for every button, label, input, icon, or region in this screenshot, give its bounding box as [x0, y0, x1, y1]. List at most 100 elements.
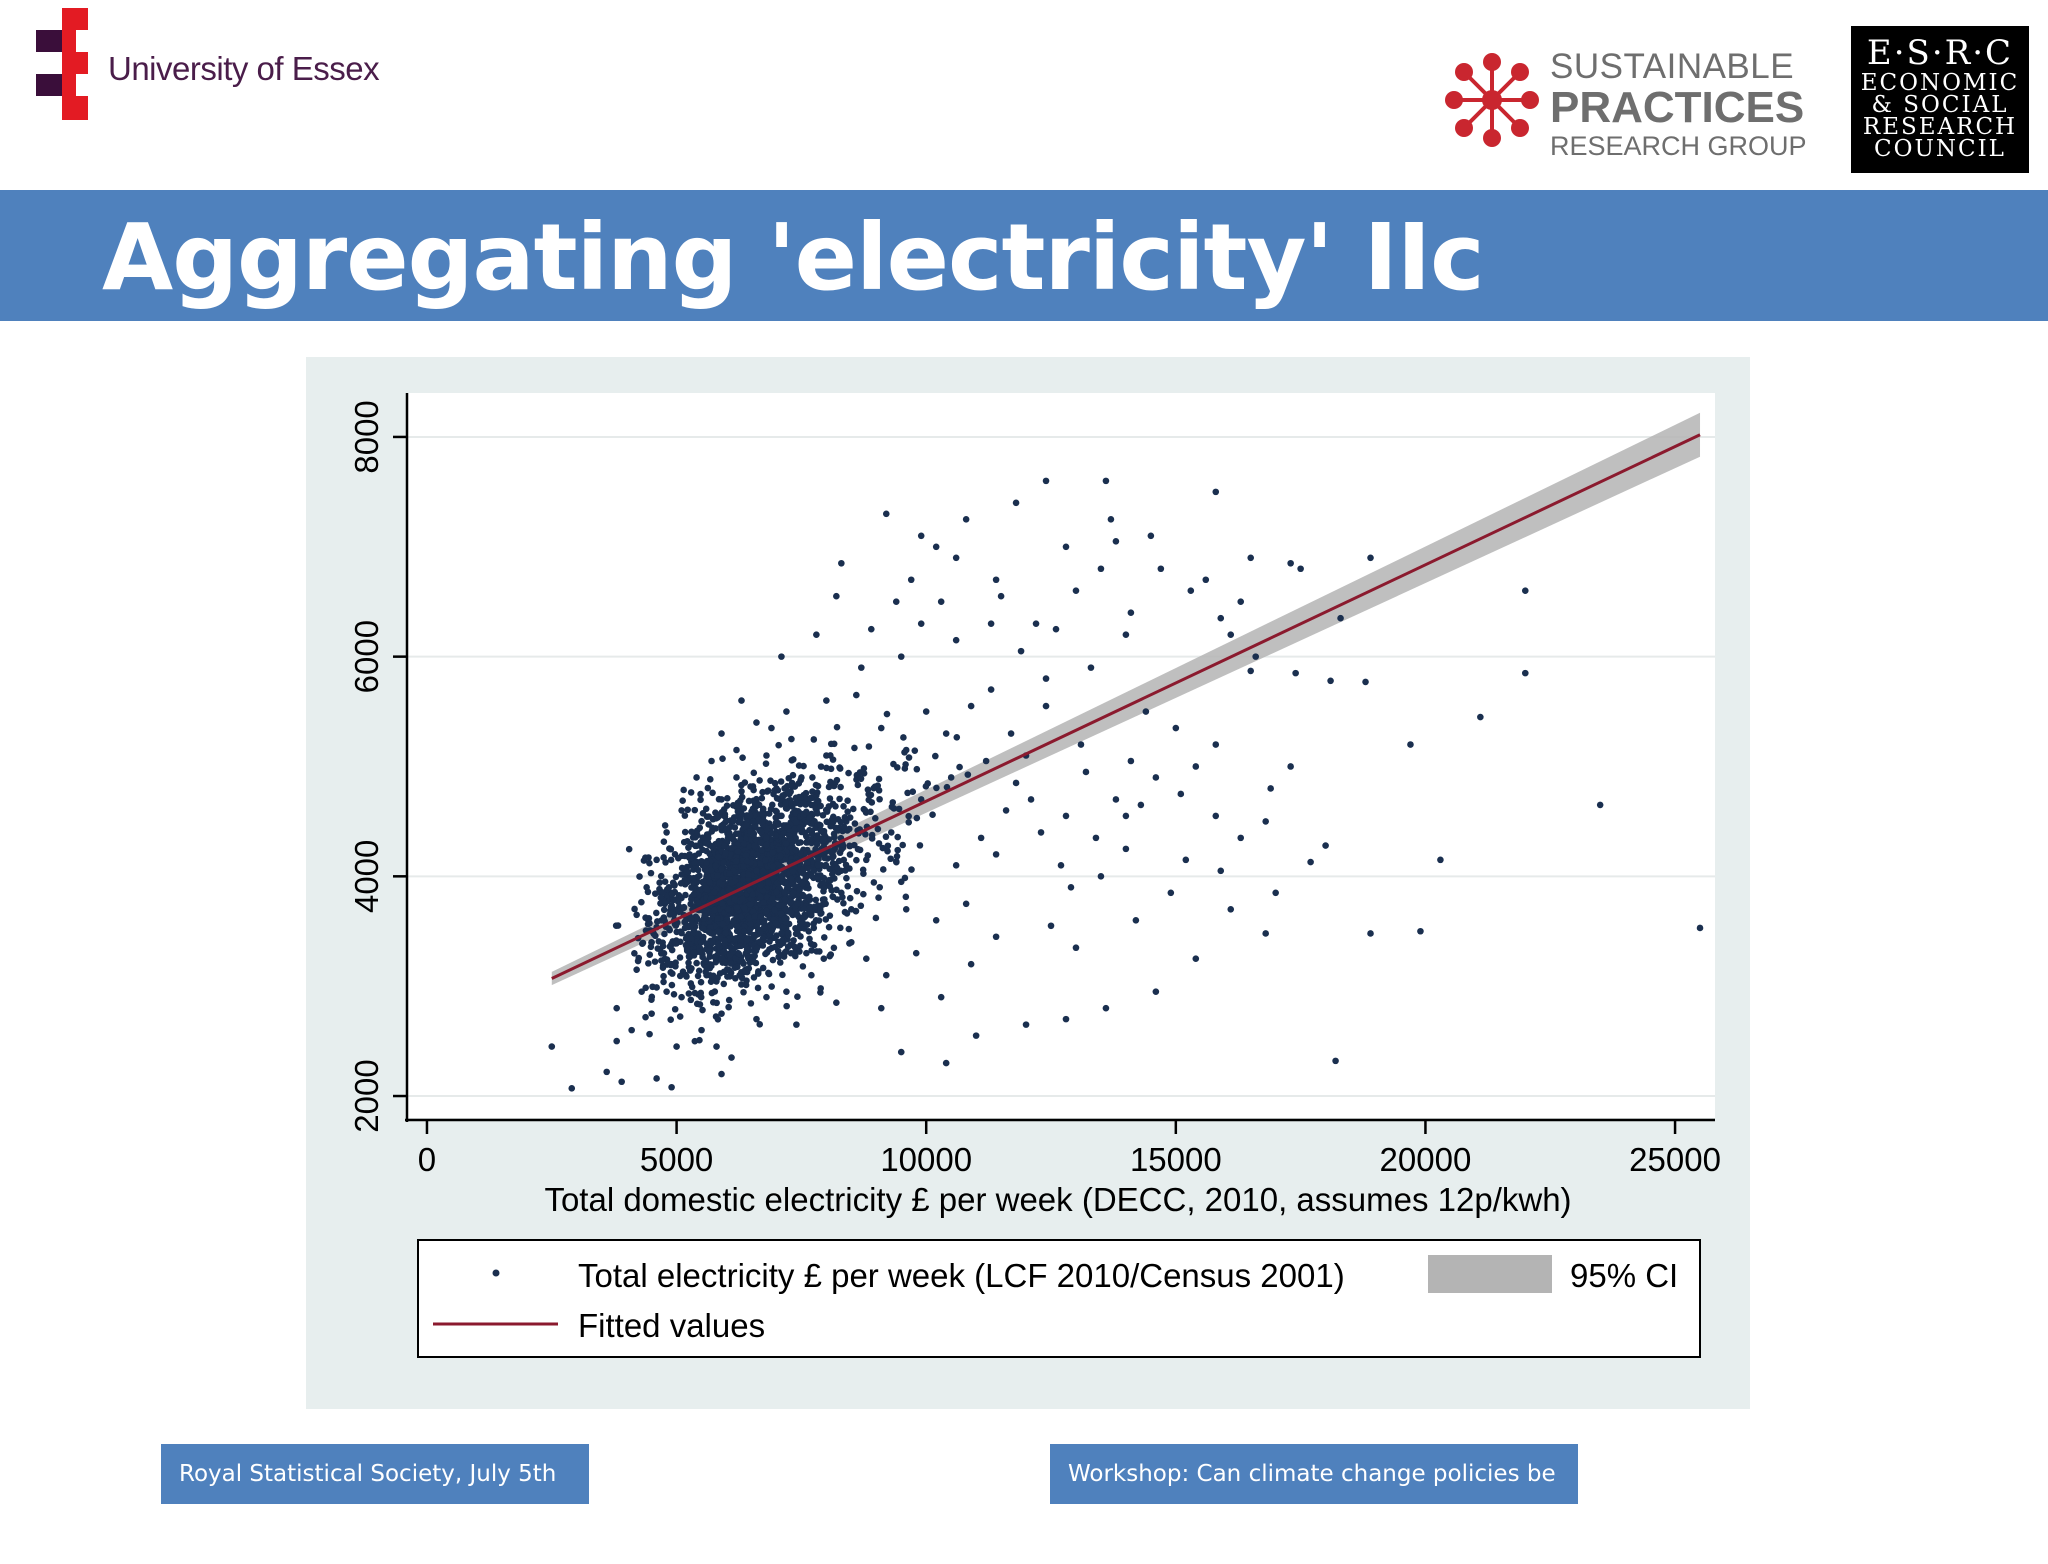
data-point — [778, 937, 786, 945]
data-point — [778, 929, 785, 937]
data-point — [834, 827, 842, 834]
data-point — [796, 886, 803, 893]
data-point — [777, 852, 784, 860]
data-point — [751, 913, 758, 920]
data-point — [653, 909, 660, 917]
data-point — [683, 973, 690, 980]
data-point — [820, 934, 828, 941]
data-point — [770, 874, 777, 881]
data-point — [1122, 845, 1130, 853]
data-point — [894, 833, 902, 841]
data-point — [1247, 554, 1255, 562]
data-point — [695, 930, 702, 937]
data-point — [803, 839, 810, 846]
data-point — [922, 783, 930, 790]
data-point — [732, 857, 740, 865]
data-point — [876, 795, 883, 803]
data-point — [904, 789, 911, 797]
data-point — [678, 807, 685, 814]
data-point — [676, 1013, 684, 1020]
data-point — [952, 554, 960, 562]
data-point — [943, 783, 951, 791]
data-point — [644, 888, 652, 896]
data-point — [660, 978, 667, 986]
data-point — [668, 1083, 675, 1091]
data-point — [815, 875, 823, 883]
data-point — [779, 971, 786, 979]
data-point — [681, 924, 689, 932]
data-point — [849, 805, 857, 813]
data-point — [795, 839, 802, 847]
data-point — [613, 1037, 620, 1045]
data-point — [751, 952, 759, 960]
data-point — [781, 915, 789, 922]
data-point — [762, 760, 770, 767]
data-point — [762, 856, 769, 864]
data-point — [842, 861, 850, 869]
data-point — [1596, 801, 1604, 809]
data-point — [733, 923, 741, 931]
data-point — [833, 886, 840, 894]
data-point — [716, 879, 723, 886]
data-point — [696, 824, 704, 832]
data-point — [1157, 565, 1165, 573]
data-point — [635, 954, 643, 962]
data-point — [804, 864, 812, 872]
data-point — [653, 984, 660, 991]
data-point — [805, 905, 813, 913]
data-point — [817, 910, 824, 917]
data-point — [813, 631, 820, 638]
data-point — [698, 1026, 705, 1034]
data-point — [1002, 807, 1010, 814]
data-point — [1267, 785, 1274, 792]
data-point — [676, 954, 684, 961]
data-point — [648, 1010, 655, 1017]
data-point — [759, 964, 767, 972]
data-point — [803, 808, 810, 816]
data-point — [800, 762, 807, 770]
scatter-chart: 0 5000 10000 15000 20000 25000 2000 4000 6000 80… — [348, 393, 1721, 1358]
data-point — [977, 834, 985, 842]
y-tick-label: 4000 — [348, 840, 385, 913]
data-point — [653, 1075, 660, 1082]
data-point — [682, 891, 689, 899]
data-point — [884, 842, 892, 850]
data-point — [739, 754, 746, 761]
data-point — [754, 970, 762, 977]
data-point — [830, 818, 837, 826]
data-point — [867, 808, 874, 816]
data-point — [992, 933, 1000, 941]
data-point — [726, 870, 733, 877]
data-point — [1087, 664, 1095, 671]
data-point — [826, 865, 833, 873]
data-point — [700, 925, 707, 932]
data-point — [860, 805, 868, 813]
data-point — [660, 854, 667, 861]
data-point — [683, 868, 690, 875]
data-point — [737, 836, 744, 843]
data-point — [652, 890, 659, 897]
data-point — [697, 790, 704, 798]
data-point — [1252, 653, 1260, 660]
data-point — [1202, 576, 1210, 584]
data-point — [769, 895, 776, 902]
data-point — [660, 838, 668, 846]
data-point — [714, 872, 721, 879]
data-point — [864, 852, 872, 859]
data-point — [1172, 724, 1180, 732]
data-point — [829, 893, 837, 900]
data-point — [754, 984, 762, 992]
data-point — [952, 862, 960, 869]
data-point — [800, 799, 807, 807]
data-point — [1237, 834, 1245, 842]
legend-label-ci: 95% CI — [1570, 1257, 1678, 1294]
data-point — [669, 879, 677, 887]
data-point — [1032, 620, 1040, 627]
data-point — [781, 896, 789, 903]
data-point — [1097, 873, 1105, 880]
data-point — [884, 847, 891, 855]
data-point — [796, 948, 803, 955]
data-point — [833, 864, 841, 872]
data-point — [783, 988, 790, 995]
data-point — [704, 834, 712, 842]
